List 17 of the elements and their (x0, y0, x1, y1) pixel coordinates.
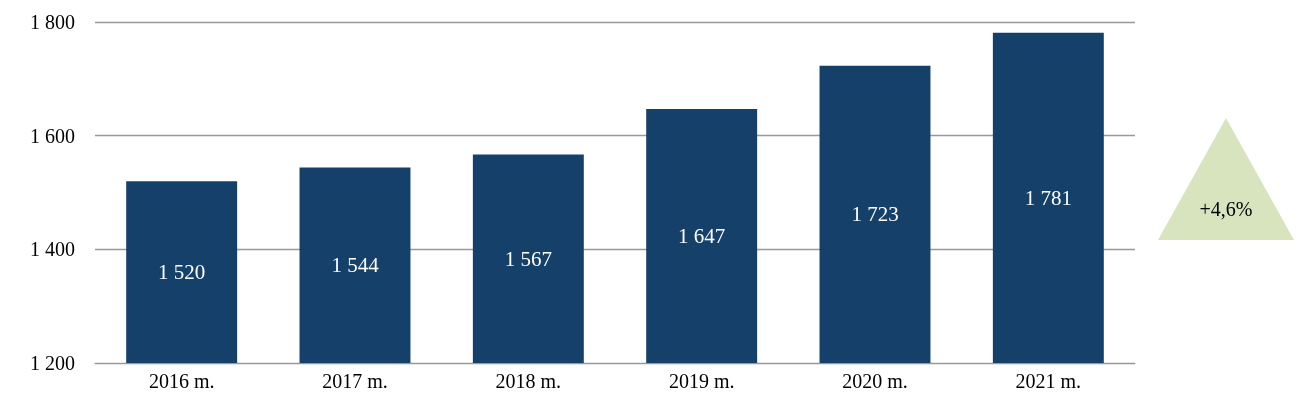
x-tick-label: 2020 m. (842, 370, 908, 392)
data-label: 1 781 (1024, 185, 1072, 210)
x-tick-label: 2017 m. (322, 370, 388, 392)
data-label: 1 647 (678, 223, 726, 248)
x-tick-label: 2021 m. (1015, 370, 1082, 392)
text: +4,6% (1199, 198, 1253, 220)
data-label: 1 520 (158, 260, 206, 285)
y-tick-label: 1 800 (30, 11, 75, 33)
x-tick-label: 2019 m. (668, 370, 735, 392)
data-label: 1 723 (851, 202, 899, 227)
x-tick-label: 2016 m. (148, 370, 215, 392)
data-label: 1 544 (331, 253, 380, 278)
data-label: 1 567 (504, 246, 552, 271)
x-tick-label: 2018 m. (495, 370, 562, 392)
y-tick-label: 1 200 (30, 352, 75, 374)
y-tick-label: 1 600 (30, 124, 75, 147)
y-tick-label: 1 400 (30, 238, 75, 261)
